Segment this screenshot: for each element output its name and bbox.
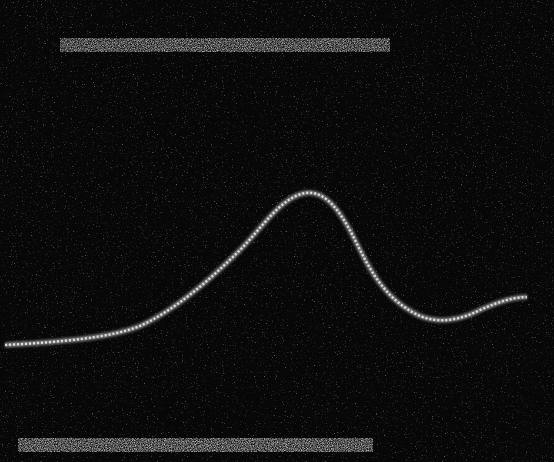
scope-screen <box>0 0 554 462</box>
faint-header <box>60 38 390 52</box>
page <box>0 0 554 462</box>
faint-footer <box>18 438 373 452</box>
noise <box>0 0 554 462</box>
